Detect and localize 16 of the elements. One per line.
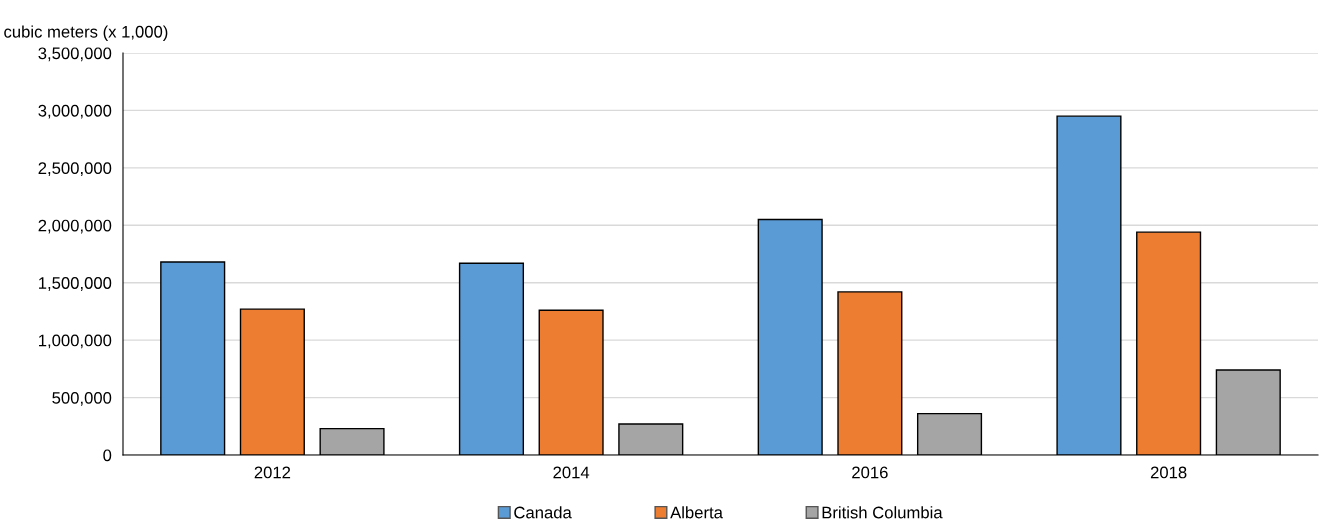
- y-tick-label: 2,000,000: [38, 219, 112, 234]
- x-tick-label: 2012: [254, 466, 291, 479]
- y-tick-label: 3,500,000: [38, 47, 112, 62]
- legend-label: Canada: [514, 506, 572, 519]
- y-tick-label: 3,000,000: [38, 104, 112, 119]
- legend-label: British Columbia: [822, 506, 943, 519]
- legend-label: Alberta: [670, 506, 723, 519]
- y-tick-label: 500,000: [52, 391, 112, 406]
- y-axis-title: cubic meters (x 1,000): [4, 25, 168, 41]
- y-tick-label: 1,500,000: [39, 277, 112, 291]
- y-tick-label: 2,500,000: [38, 162, 112, 177]
- x-tick-label: 2014: [553, 466, 590, 479]
- y-tick-label: 1,000,000: [39, 334, 112, 349]
- x-tick-label: 2018: [1150, 466, 1187, 479]
- y-tick-label: 0: [103, 449, 112, 462]
- x-tick-label: 2016: [852, 466, 888, 479]
